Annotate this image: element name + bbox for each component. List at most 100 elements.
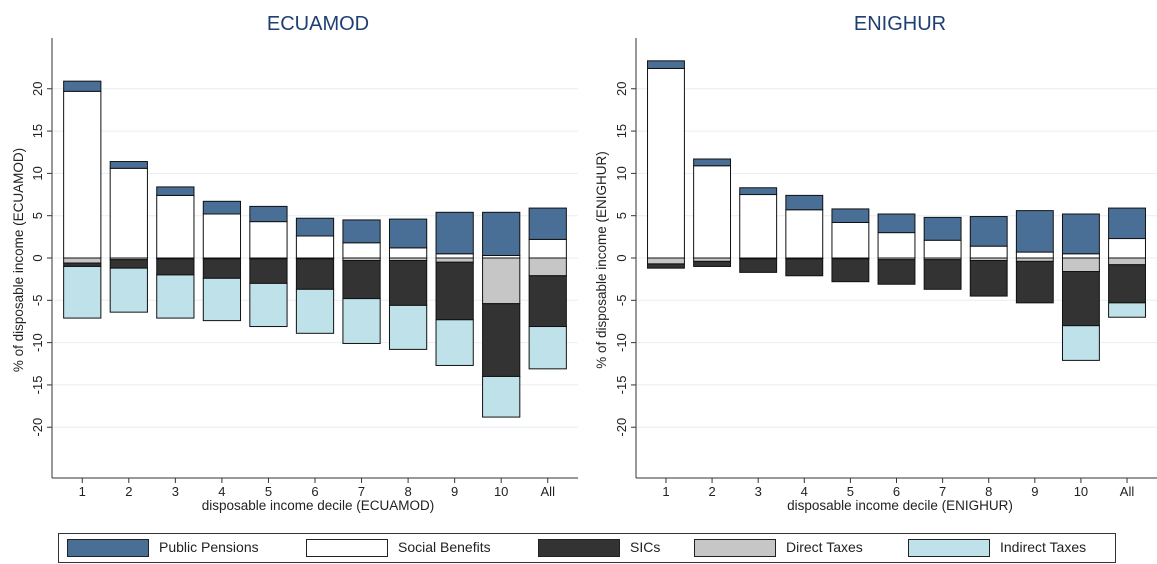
bar-sics	[739, 258, 778, 273]
bar-public-pensions	[969, 216, 1008, 247]
bar-stack-5	[249, 205, 288, 328]
bar-stack-3	[156, 186, 195, 319]
y-tick-label: 15	[614, 124, 629, 138]
bar-indirect-taxes	[482, 375, 521, 418]
bar-indirect-taxes	[528, 326, 567, 370]
bar-direct-taxes	[435, 257, 474, 263]
bar-public-pensions	[647, 60, 685, 69]
chart-title: ENIGHUR	[854, 13, 946, 35]
y-tick-label: -10	[614, 333, 629, 352]
bar-sics	[295, 258, 335, 290]
bar-social-benefits	[202, 213, 242, 259]
x-tick-label: 4	[801, 484, 808, 499]
x-tick-label: All	[1120, 484, 1135, 499]
bar-social-benefits	[693, 165, 732, 259]
bar-stack-8	[969, 216, 1008, 297]
legend-swatch	[538, 539, 620, 557]
y-tick-label: 5	[614, 212, 629, 219]
bar-stack-7	[923, 216, 962, 290]
x-tick-label: 3	[172, 484, 179, 499]
bar-stack-10	[1061, 213, 1100, 361]
x-tick-label: 8	[404, 484, 411, 499]
bar-indirect-taxes	[156, 274, 195, 319]
bar-sics	[435, 261, 474, 321]
bar-sics	[109, 259, 148, 269]
bar-sics	[693, 260, 732, 267]
bar-sics	[1061, 271, 1100, 327]
legend-item-direct-taxes: Direct Taxes	[694, 538, 863, 558]
bar-social-benefits	[342, 242, 381, 259]
bar-social-benefits	[831, 221, 870, 259]
bar-direct-taxes	[63, 257, 102, 264]
legend-item-sics: SICs	[538, 538, 660, 558]
bar-sics	[528, 275, 567, 328]
bar-social-benefits	[528, 238, 567, 259]
bar-public-pensions	[156, 186, 195, 196]
y-tick-label: -5	[614, 295, 629, 307]
x-tick-label: 10	[494, 484, 508, 499]
bar-social-benefits	[877, 232, 916, 259]
legend: Public Pensions Social Benefits SICs Dir…	[58, 533, 1116, 563]
x-tick-label: 6	[893, 484, 900, 499]
legend-item-indirect-taxes: Indirect Taxes	[908, 538, 1086, 558]
y-tick-label: 20	[30, 82, 45, 96]
y-axis-label: % of disposable income (ECUAMOD)	[11, 148, 26, 372]
bar-public-pensions	[923, 216, 962, 241]
bar-indirect-taxes	[249, 282, 288, 328]
bar-direct-taxes	[528, 257, 567, 277]
bar-sics	[923, 259, 962, 290]
bar-indirect-taxes	[1061, 325, 1100, 361]
bar-public-pensions	[109, 161, 148, 169]
bar-public-pensions	[877, 213, 916, 234]
legend-swatch	[306, 539, 388, 557]
bar-public-pensions	[63, 80, 102, 92]
bar-public-pensions	[249, 205, 288, 223]
bar-public-pensions	[202, 200, 242, 215]
bar-public-pensions	[528, 207, 567, 240]
bar-social-benefits	[435, 253, 474, 259]
bar-direct-taxes	[1061, 257, 1100, 273]
bar-sics	[969, 260, 1008, 297]
bar-stack-all	[1108, 207, 1146, 318]
x-axis-label: disposable income decile (ENIGHUR)	[787, 498, 1013, 513]
y-tick-label: 20	[614, 82, 629, 96]
bar-direct-taxes	[693, 257, 732, 262]
bar-public-pensions	[482, 211, 521, 256]
legend-swatch	[908, 539, 990, 557]
bar-stack-2	[693, 158, 732, 267]
legend-label: Public Pensions	[159, 539, 259, 555]
x-tick-label: 3	[755, 484, 762, 499]
x-tick-label: 9	[1031, 484, 1038, 499]
bar-social-benefits	[969, 245, 1008, 259]
bar-public-pensions	[295, 217, 335, 237]
x-tick-label: 10	[1074, 484, 1088, 499]
y-tick-label: 0	[30, 254, 45, 261]
y-axis-label: % of disposable income (ENIGHUR)	[594, 151, 609, 369]
chart-panel-ecuamod: ECUAMOD disposable income decile (ECUAMO…	[11, 13, 578, 513]
bar-sics	[63, 262, 102, 267]
y-tick-label: -20	[30, 418, 45, 437]
x-tick-label: 1	[79, 484, 86, 499]
bar-public-pensions	[739, 187, 778, 196]
bar-stack-6	[877, 213, 916, 285]
y-tick-label: -15	[30, 376, 45, 395]
bar-stack-3	[739, 187, 778, 273]
bar-stack-1	[63, 80, 102, 319]
bar-sics	[1108, 264, 1146, 304]
bar-stack-1	[647, 60, 685, 269]
x-tick-label: 6	[311, 484, 318, 499]
bar-public-pensions	[435, 211, 474, 255]
figure: ECUAMOD disposable income decile (ECUAMO…	[11, 13, 1157, 513]
chart-title: ECUAMOD	[267, 13, 369, 35]
bar-public-pensions	[388, 218, 428, 249]
bar-social-benefits	[647, 67, 685, 259]
bar-sics	[342, 260, 381, 300]
bar-public-pensions	[831, 208, 870, 223]
x-tick-label: 7	[939, 484, 946, 499]
bar-stack-9	[435, 211, 474, 366]
legend-label: Social Benefits	[398, 539, 491, 555]
bar-social-benefits	[739, 194, 778, 259]
legend-item-social-benefits: Social Benefits	[306, 538, 491, 558]
y-tick-label: 15	[30, 124, 45, 138]
chart-panel-enighur: ENIGHUR disposable income decile (ENIGHU…	[594, 13, 1157, 513]
